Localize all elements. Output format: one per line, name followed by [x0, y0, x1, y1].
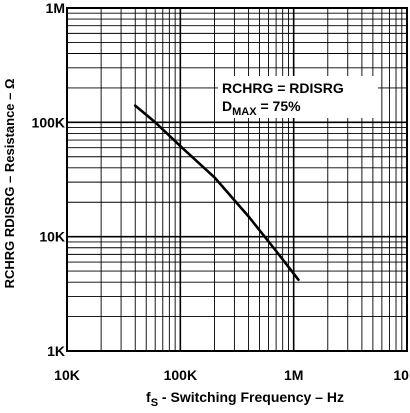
annotation-background	[218, 76, 378, 118]
annotation-line1-text: RCHRG = RDISRG	[222, 80, 344, 96]
x-tick-label-10K: 10K	[54, 367, 80, 383]
x-axis-label-rest: - Switching Frequency – Hz	[158, 389, 344, 405]
annotation-dmax-value: = 75%	[257, 98, 302, 114]
x-axis-label: fS - Switching Frequency – Hz	[146, 389, 344, 408]
annotation-dmax-d: D	[222, 98, 232, 114]
y-tick-label-100K: 100K	[32, 114, 65, 130]
annotation-line2: DMAX = 75%	[222, 98, 301, 118]
series-line-0	[133, 104, 300, 282]
x-tick-label-100K: 100K	[164, 367, 197, 383]
x-tick-label-1M: 1M	[284, 367, 303, 383]
plot-frame	[66, 7, 408, 352]
grid	[66, 8, 407, 352]
series-layer	[133, 104, 300, 282]
y-tick-label-1M: 1M	[46, 0, 65, 16]
x-axis-label-sub: S	[151, 397, 158, 408]
tick-labels: 10K 100K 1M 10M 1K 10K 100K 1M	[32, 0, 410, 383]
x-tick-label-10M: 10M	[393, 367, 410, 383]
annotation-dmax-sub: MAX	[232, 106, 257, 118]
annotation-line1: RCHRG = RDISRG	[222, 80, 344, 96]
y-tick-label-1K: 1K	[47, 343, 65, 359]
y-tick-label-10K: 10K	[39, 229, 65, 245]
y-axis-label: RCHRG RDISRG – Resistance – Ω	[2, 79, 17, 289]
x-axis-label-f: f	[146, 389, 151, 405]
